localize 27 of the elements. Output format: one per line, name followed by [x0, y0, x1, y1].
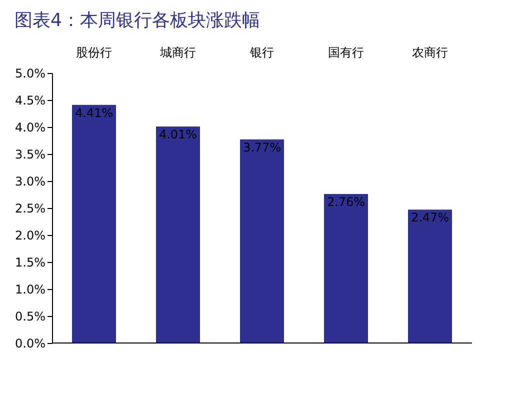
y-tick-label: 3.0%: [15, 174, 46, 188]
data-label: 2.76%: [326, 194, 366, 209]
y-tick-label: 0.0%: [15, 336, 46, 350]
data-label: 3.77%: [242, 140, 282, 154]
y-tick-label: 5.0%: [15, 66, 46, 80]
x-tick-label: 国有行: [328, 46, 364, 60]
x-tick-label: 银行: [249, 46, 274, 60]
y-tick-label: 3.5%: [15, 148, 46, 162]
bar: [408, 210, 452, 343]
data-label: 4.41%: [74, 106, 114, 120]
x-tick-label: 城商行: [159, 46, 196, 60]
bar: [72, 104, 116, 343]
y-tick-label: 0.5%: [15, 310, 46, 324]
bar: [324, 194, 368, 343]
data-label: 2.47%: [410, 210, 450, 225]
bar: [156, 126, 200, 343]
bar: [240, 139, 284, 343]
y-tick-label: 2.5%: [15, 202, 46, 216]
data-label: 4.01%: [158, 127, 198, 142]
y-tick-label: 2.0%: [15, 228, 46, 242]
x-tick-label: 股份行: [76, 46, 112, 60]
chart-title: 图表4：本周银行各板块涨跌幅: [14, 10, 260, 31]
y-tick-label: 1.5%: [15, 256, 46, 270]
y-tick-label: 4.5%: [15, 94, 46, 108]
y-tick-label: 4.0%: [15, 120, 46, 134]
x-tick-label: 农商行: [412, 46, 448, 60]
y-tick-label: 1.0%: [15, 282, 46, 296]
